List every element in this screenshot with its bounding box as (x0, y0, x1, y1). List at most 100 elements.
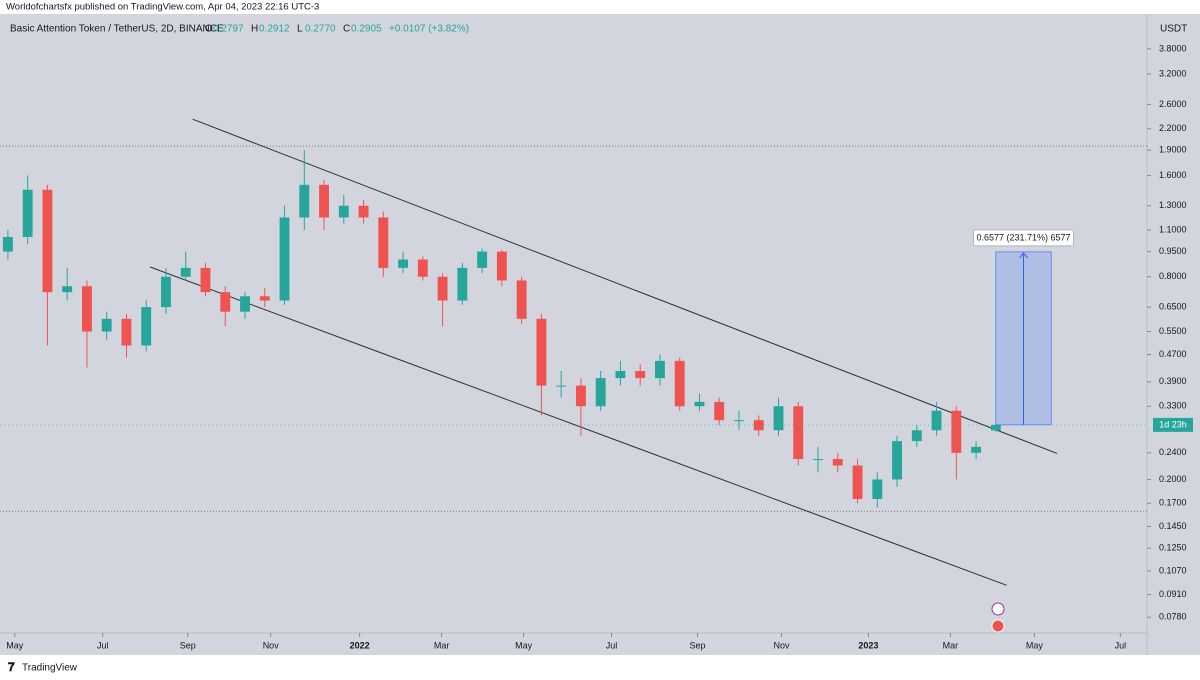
candle-body (595, 378, 606, 407)
candle-body (42, 189, 53, 293)
candle-body (457, 267, 468, 301)
candle-body (892, 441, 902, 480)
y-tick-label: 0.1250 (1159, 543, 1187, 553)
candle-body (753, 420, 764, 431)
candle-body (575, 385, 586, 407)
legend: Basic Attention Token / TetherUS, 2D, BI… (10, 24, 469, 35)
candle-body (556, 385, 567, 387)
candle-body (793, 406, 804, 460)
candle-body (240, 296, 250, 312)
y-tick-label: 0.6500 (1159, 301, 1187, 311)
candle-body (101, 318, 112, 332)
trend-line (192, 118, 1058, 454)
candle-body (931, 410, 942, 431)
y-tick-label: 3.2000 (1159, 68, 1187, 78)
currency: USDT (1160, 24, 1187, 35)
candle-body (813, 459, 823, 461)
candle-body (62, 286, 73, 293)
ohlc-key: L (297, 24, 303, 35)
candle-body (180, 267, 191, 277)
y-tick-label: 0.3900 (1159, 376, 1187, 386)
logo-mark: 𝟕 (8, 660, 15, 674)
y-tick-label: 0.3300 (1159, 401, 1187, 411)
y-tick-label: 0.9500 (1159, 246, 1187, 256)
candle-body (971, 446, 982, 453)
candle-body (734, 420, 744, 422)
brand-name: TradingView (22, 663, 78, 674)
event-icon[interactable] (991, 602, 1005, 616)
candle-body (22, 189, 33, 237)
change: +0.0107 (+3.82%) (389, 24, 469, 35)
ohlc-key: H (251, 24, 258, 35)
measure-label: 0.6577 (231.71%) 6577 (976, 232, 1070, 242)
candle-body (852, 465, 863, 500)
y-tick-label: 0.5500 (1159, 326, 1187, 336)
y-tick-label: 1.1000 (1159, 225, 1187, 235)
y-tick-label: 0.0910 (1159, 589, 1187, 599)
x-tick-label: Jul (1115, 640, 1127, 650)
y-tick-label: 0.2000 (1159, 474, 1187, 484)
candle-body (338, 205, 349, 218)
chart-pane (0, 14, 1147, 655)
measure-label-box (973, 229, 1075, 247)
y-tick-label: 0.0780 (1159, 612, 1187, 622)
candle-body (200, 267, 211, 293)
candle-body (635, 370, 646, 379)
countdown: 1d 23h (1159, 419, 1187, 429)
x-tick-label: Sep (689, 640, 705, 650)
countdown-box (1153, 417, 1193, 432)
x-tick-label: Nov (773, 640, 790, 650)
x-tick-label: Mar (434, 640, 450, 650)
candle-body (911, 430, 922, 442)
y-tick-label: 2.2000 (1159, 123, 1187, 133)
candle-body (2, 236, 13, 252)
price-axis (1147, 14, 1200, 655)
candle-body (516, 280, 527, 319)
ohlc-value: 0.2912 (259, 24, 290, 35)
candle-body (398, 259, 409, 268)
x-tick-label: May (1026, 640, 1044, 650)
candle-body (220, 292, 231, 312)
candle-body (319, 184, 329, 218)
y-tick-label: 1.9000 (1159, 145, 1187, 155)
y-tick-label: 3.8000 (1159, 43, 1187, 53)
y-tick-label: 0.2400 (1159, 447, 1187, 457)
candle-body (674, 360, 685, 407)
candle-body (694, 401, 705, 407)
event-icon[interactable] (991, 619, 1005, 633)
y-tick-label: 0.1450 (1159, 521, 1187, 531)
ohlc-key: C (343, 24, 350, 35)
candle-body (615, 370, 626, 379)
candle-body (832, 459, 843, 466)
x-tick-label: Mar (943, 640, 959, 650)
y-tick-label: 0.1070 (1159, 565, 1187, 575)
symbol: Basic Attention Token / TetherUS, 2D, BI… (10, 24, 224, 35)
candle-body (496, 251, 507, 281)
x-tick-label: Jul (606, 640, 618, 650)
x-tick-label: Nov (263, 640, 280, 650)
candle-body (161, 276, 171, 308)
candle-body (773, 406, 784, 431)
y-tick-label: 2.6000 (1159, 99, 1187, 109)
x-tick-label: 2022 (350, 640, 370, 650)
ohlc-key: O (205, 24, 213, 35)
candle-body (437, 276, 448, 301)
y-tick-label: 0.8000 (1159, 271, 1187, 281)
candle-body (872, 479, 883, 500)
candle-body (714, 401, 725, 421)
measure-arrowhead (1019, 252, 1028, 259)
candle-body (259, 296, 270, 301)
trend-line (149, 266, 1007, 586)
x-tick-label: 2023 (858, 640, 878, 650)
candle-body (417, 259, 428, 277)
publisher: Worldofchartsfx published on TradingView… (6, 2, 319, 13)
candle-body (299, 184, 310, 218)
y-tick-label: 0.1700 (1159, 498, 1187, 508)
candle-body (655, 360, 665, 379)
candle-body (951, 410, 962, 453)
candle-body (477, 251, 488, 268)
candle-body (358, 205, 369, 218)
ohlc-value: 0.2905 (351, 24, 382, 35)
x-tick-label: Sep (180, 640, 196, 650)
candle-body (279, 217, 290, 301)
